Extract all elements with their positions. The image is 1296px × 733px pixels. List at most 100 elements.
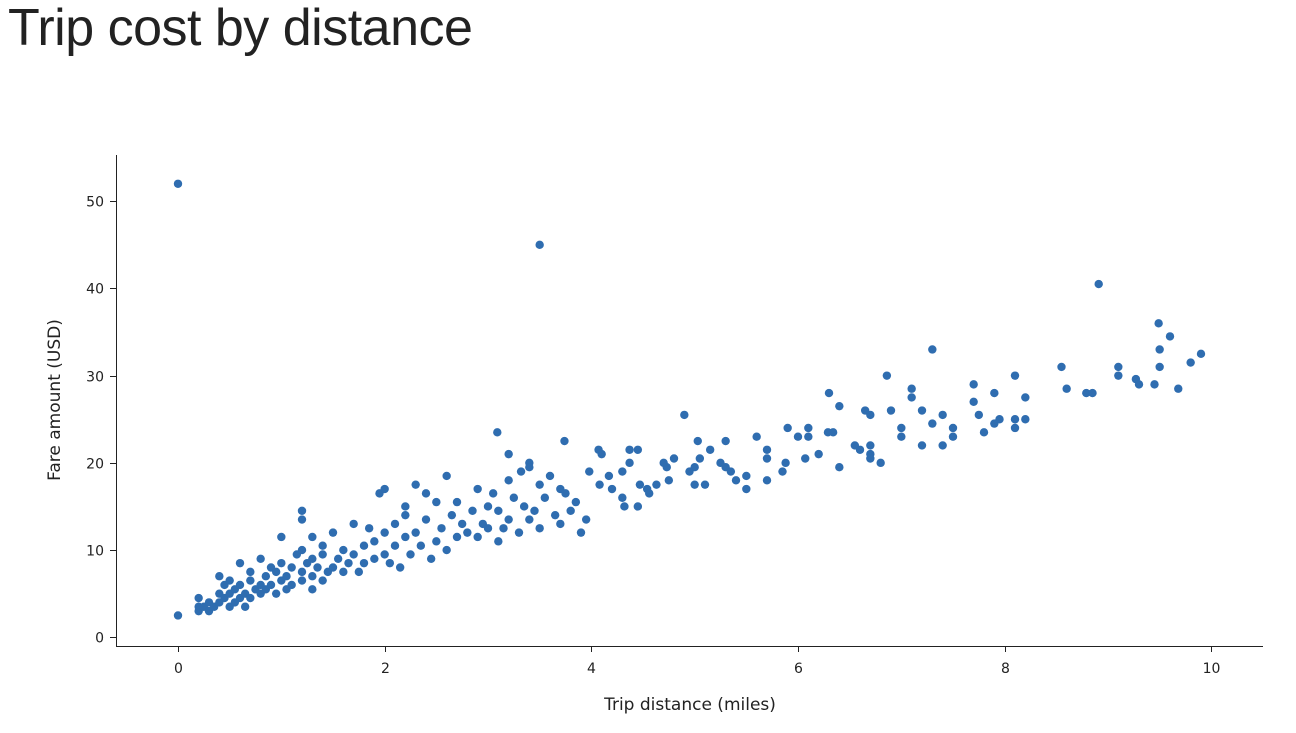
data-point [287, 580, 296, 590]
data-point [556, 519, 565, 529]
data-point [1057, 362, 1066, 372]
data-point [452, 532, 462, 542]
data-point [271, 589, 281, 598]
data-point [762, 476, 772, 485]
data-point [1094, 279, 1103, 289]
data-point [1010, 371, 1020, 380]
data-point [235, 580, 245, 590]
data-point [1021, 415, 1030, 424]
data-point [426, 554, 436, 563]
data-point [731, 476, 741, 485]
data-point [468, 506, 477, 516]
data-point [540, 493, 550, 502]
data-point [680, 410, 689, 420]
data-point [225, 576, 234, 585]
data-point [995, 415, 1004, 424]
data-point [762, 445, 772, 454]
data-point [1186, 358, 1195, 367]
data-point [685, 467, 694, 476]
data-point [1010, 423, 1020, 433]
data-point [406, 550, 415, 559]
data-point [318, 576, 327, 585]
data-point [897, 423, 906, 433]
x-tick-label: 0 [174, 661, 183, 677]
data-point [576, 528, 586, 537]
data-point [545, 471, 555, 481]
data-point [618, 493, 627, 502]
data-point [493, 428, 502, 437]
data-point [535, 240, 544, 250]
data-point [561, 489, 570, 498]
data-point [1196, 349, 1206, 359]
data-point [364, 524, 374, 533]
y-axis-label: Fare amount (USD) [45, 319, 65, 481]
data-point [948, 432, 958, 441]
data-point [897, 432, 906, 441]
data-point [1082, 388, 1091, 398]
data-point [1174, 384, 1183, 393]
data-point [969, 397, 978, 407]
data-point [442, 471, 451, 481]
data-point [504, 515, 513, 524]
points-layer [173, 179, 1206, 620]
data-point [633, 502, 643, 511]
data-point [1010, 415, 1020, 424]
data-point [705, 445, 715, 454]
x-tick: 4 [587, 646, 596, 677]
data-point [550, 510, 560, 520]
x-axis-ticks: 0 2 4 6 8 10 [174, 646, 1220, 677]
data-point [494, 537, 503, 546]
data-point [308, 572, 317, 581]
data-point [659, 458, 668, 468]
data-point [571, 497, 581, 507]
data-point [401, 510, 410, 520]
data-point [855, 445, 865, 454]
x-tick: 8 [1001, 646, 1010, 677]
data-point [442, 545, 451, 555]
data-point [1062, 384, 1071, 393]
data-point [246, 567, 255, 577]
data-point [313, 563, 322, 572]
data-point [695, 454, 705, 463]
data-point [339, 567, 348, 577]
data-point [1114, 371, 1123, 380]
data-point [447, 510, 457, 520]
page-title: Trip cost by distance [8, 0, 473, 57]
data-point [282, 572, 291, 581]
data-point [173, 611, 183, 620]
data-point [380, 484, 389, 494]
data-point [781, 458, 790, 468]
data-point [516, 467, 526, 476]
data-point [866, 454, 875, 463]
data-point [380, 528, 389, 537]
data-point [566, 506, 575, 516]
data-point [504, 449, 513, 459]
data-point [693, 436, 702, 446]
data-point [411, 480, 420, 489]
data-point [690, 480, 699, 489]
data-point [297, 506, 307, 516]
data-point [246, 593, 255, 603]
y-tick: 0 [95, 631, 116, 647]
data-point [509, 493, 519, 502]
data-point [514, 528, 524, 537]
data-point [585, 467, 594, 476]
data-point [1150, 380, 1159, 389]
x-axis-label: Trip distance (miles) [603, 695, 776, 715]
data-point [645, 489, 654, 498]
data-point [762, 454, 772, 463]
y-tick-label: 0 [95, 631, 104, 647]
data-point [494, 506, 503, 516]
data-point [297, 515, 307, 524]
data-point [390, 541, 400, 550]
data-point [297, 567, 307, 577]
data-point [401, 532, 410, 542]
data-point [287, 563, 296, 572]
data-point [483, 524, 493, 533]
x-tick: 0 [174, 646, 183, 677]
data-point [652, 480, 661, 489]
data-point [835, 463, 844, 472]
data-point [783, 423, 792, 433]
x-tick: 10 [1203, 646, 1220, 677]
data-point [778, 467, 787, 476]
